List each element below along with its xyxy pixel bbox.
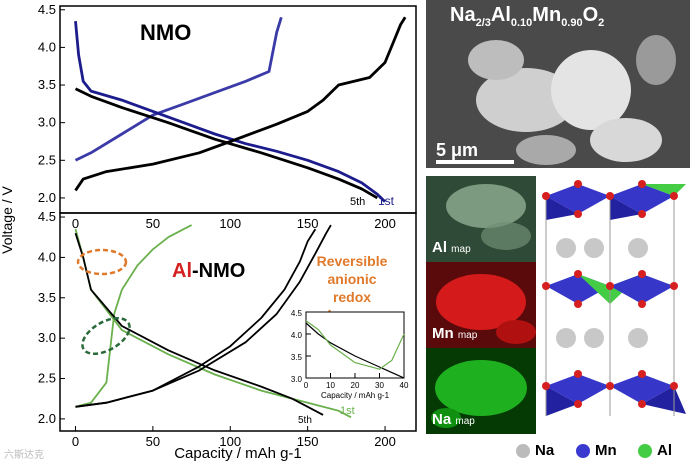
mn-ball-icon bbox=[576, 443, 590, 458]
inset-chart: 3.0 3.5 4.0 4.5 0 10 20 30 40 Capacity / mAh g-1 bbox=[291, 309, 409, 400]
nmo-series-line bbox=[74, 16, 283, 162]
inset-ytick-label: 3.5 bbox=[291, 353, 303, 362]
y-axis-title: Voltage / V bbox=[0, 185, 15, 253]
sem-image: Na2/3Al0.10Mn0.90O2 5 μm bbox=[426, 0, 690, 168]
inset-xtick-label: 30 bbox=[375, 381, 384, 390]
al-map: Al map bbox=[426, 176, 536, 262]
alnmo-xtick-label: 100 bbox=[219, 434, 241, 449]
nmo-title: NMO bbox=[140, 20, 191, 45]
al-ball-icon bbox=[638, 443, 652, 458]
alnmo-ytick-label: 4.0 bbox=[38, 249, 56, 264]
crystal-structure bbox=[538, 176, 690, 434]
na-map-label: Na map bbox=[432, 411, 475, 428]
nmo-ytick-label: 2.5 bbox=[38, 152, 56, 167]
nmo-ytick-label: 3.0 bbox=[38, 115, 56, 130]
right-panel: Na2/3Al0.10Mn0.90O2 5 μm Al map Mn map N… bbox=[426, 0, 690, 464]
na-ball-icon bbox=[516, 443, 530, 458]
inset-ytick-label: 4.0 bbox=[291, 331, 303, 340]
alnmo-title: Al-NMO bbox=[172, 260, 245, 282]
alnmo-xtick-label: 150 bbox=[297, 434, 319, 449]
inset-xtick-label: 20 bbox=[351, 381, 360, 390]
inset-series-line bbox=[305, 320, 405, 370]
mn-map-label: Mn map bbox=[432, 325, 478, 342]
legend-na: Na bbox=[516, 442, 554, 459]
alnmo-5th-label: 5th bbox=[298, 415, 312, 426]
alnmo-top-tick-label: 200 bbox=[374, 216, 396, 231]
sem-formula: Na2/3Al0.10Mn0.90O2 bbox=[450, 4, 605, 29]
alnmo-ytick-label: 3.5 bbox=[38, 290, 56, 305]
inset-bg bbox=[306, 312, 404, 378]
al-map-label: Al map bbox=[432, 239, 471, 256]
nmo-series-line bbox=[74, 16, 407, 192]
alnmo-ytick-label: 4.5 bbox=[38, 209, 56, 224]
inset-xtick-label: 0 bbox=[304, 381, 309, 390]
nmo-ytick-label: 3.5 bbox=[38, 77, 56, 92]
scale-label: 5 μm bbox=[436, 140, 479, 160]
alnmo-series-line bbox=[74, 232, 324, 416]
annotation-line: Reversible bbox=[317, 253, 388, 269]
alnmo-xtick-label: 200 bbox=[374, 434, 396, 449]
watermark: 六斯达克 bbox=[4, 450, 44, 461]
inset-xlabel: Capacity / mAh g-1 bbox=[321, 391, 390, 400]
alnmo-top-tick-label: 50 bbox=[146, 216, 160, 231]
alnmo-xtick-label: 50 bbox=[146, 434, 160, 449]
inset-ytick-label: 4.5 bbox=[291, 309, 303, 318]
nmo-ytick-label: 4.5 bbox=[38, 2, 56, 17]
alnmo-ytick-label: 2.0 bbox=[38, 411, 56, 426]
alnmo-series-line bbox=[75, 224, 332, 408]
orange-highlight bbox=[76, 248, 128, 276]
inset-ytick-label: 3.0 bbox=[291, 375, 303, 384]
annotation-line: redox bbox=[333, 289, 371, 305]
na-map: Na map bbox=[426, 348, 536, 434]
legend-al: Al bbox=[638, 442, 672, 459]
al-nmo-chart: 2.02.53.03.54.04.50050501001001501502002… bbox=[38, 209, 417, 462]
crystal-svg bbox=[542, 180, 686, 416]
alnmo-xtick-label: 0 bbox=[72, 434, 79, 449]
nmo-5th-label: 5th bbox=[350, 196, 365, 208]
alnmo-top-tick-label: 150 bbox=[297, 216, 319, 231]
x-axis-title: Capacity / mAh g-1 bbox=[174, 445, 302, 462]
mn-map: Mn map bbox=[426, 262, 536, 348]
nmo-ytick-label: 2.0 bbox=[38, 190, 56, 205]
alnmo-top-tick-label: 100 bbox=[219, 216, 241, 231]
alnmo-1st-label: 1st bbox=[340, 405, 355, 417]
alnmo-ytick-label: 3.0 bbox=[38, 330, 56, 345]
alnmo-top-tick-label: 0 bbox=[72, 216, 79, 231]
legend-mn: Mn bbox=[576, 442, 617, 459]
nmo-series-line bbox=[74, 20, 386, 203]
green-highlight bbox=[81, 316, 131, 356]
nmo-series-line bbox=[74, 87, 379, 200]
inset-xtick-label: 40 bbox=[400, 381, 409, 390]
charts-area: 2.0 2.5 3.0 3.5 4.0 4.5 NMO 5th 1st Voltage / V 2… bbox=[0, 2, 417, 462]
alnmo-series-line bbox=[75, 224, 193, 408]
inset-xtick-label: 10 bbox=[326, 381, 335, 390]
alnmo-frame bbox=[59, 212, 417, 432]
inset-series-line bbox=[305, 322, 405, 379]
sem-particles bbox=[426, 0, 690, 168]
nmo-chart: 2.0 2.5 3.0 3.5 4.0 4.5 NMO 5th 1st Voltage / V bbox=[0, 2, 417, 254]
nmo-ytick-label: 4.0 bbox=[38, 39, 56, 54]
alnmo-ytick-label: 2.5 bbox=[38, 371, 56, 386]
annotation-line: anionic bbox=[327, 271, 376, 287]
nmo-1st-label: 1st bbox=[378, 194, 395, 208]
scale-bar bbox=[436, 160, 514, 164]
atom-legend: Na Mn Al bbox=[516, 440, 690, 462]
